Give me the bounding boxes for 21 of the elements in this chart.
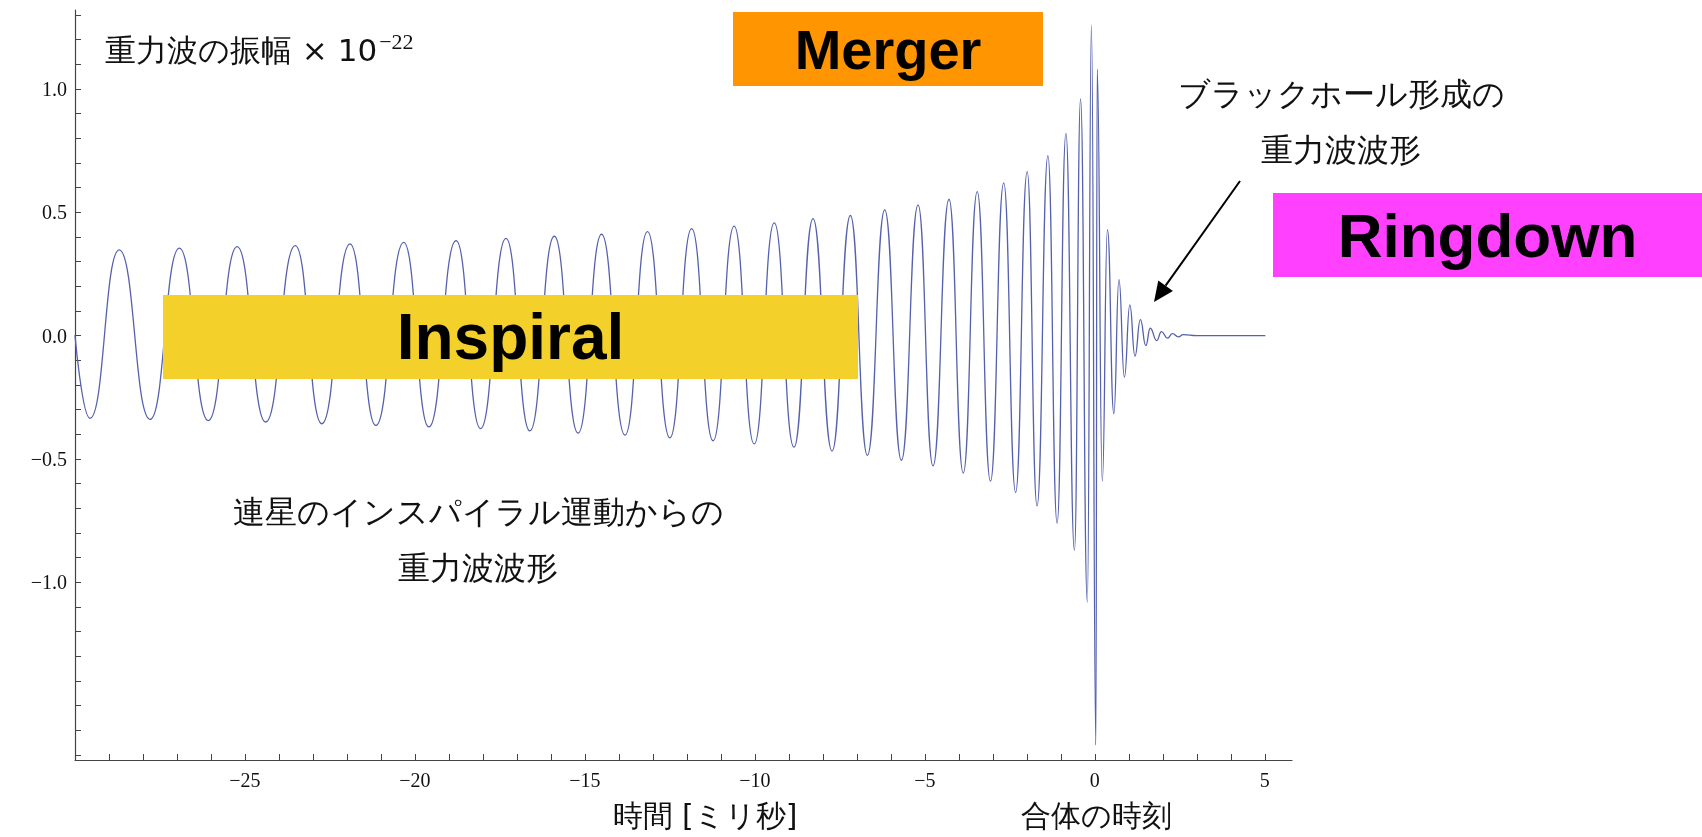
annotation: Merger — [794, 16, 982, 82]
annotation: Inspiral — [396, 300, 625, 374]
y-tick-label: 1.0 — [42, 77, 67, 100]
x-tick-label: −5 — [914, 769, 936, 791]
annotation: 連星のインスパイラル運動からの重力波波形 — [232, 493, 724, 587]
x-tick-label: −25 — [229, 769, 261, 791]
label-tag: Merger — [733, 12, 1043, 86]
x-tick-label: −10 — [739, 769, 771, 791]
x-tick-label: 0 — [1089, 769, 1100, 791]
x-tick-label: −20 — [399, 769, 431, 791]
annotation: ブラックホール形成の重力波波形 — [1177, 75, 1505, 169]
x-tick-label: 5 — [1259, 769, 1270, 791]
label-tag: Inspiral — [163, 295, 858, 379]
x-axis-title: 時間 [ミリ秒] — [612, 797, 798, 833]
y-tick-label: −0.5 — [30, 448, 67, 471]
y-tick-label: 0.0 — [42, 324, 67, 347]
label-tag: Ringdown — [1273, 193, 1702, 277]
y-tick-label: 0.5 — [42, 201, 67, 224]
x-tick-label: −15 — [569, 769, 601, 791]
y-tick-label: −1.0 — [30, 571, 67, 594]
text: 合体の時刻 — [1020, 797, 1172, 833]
